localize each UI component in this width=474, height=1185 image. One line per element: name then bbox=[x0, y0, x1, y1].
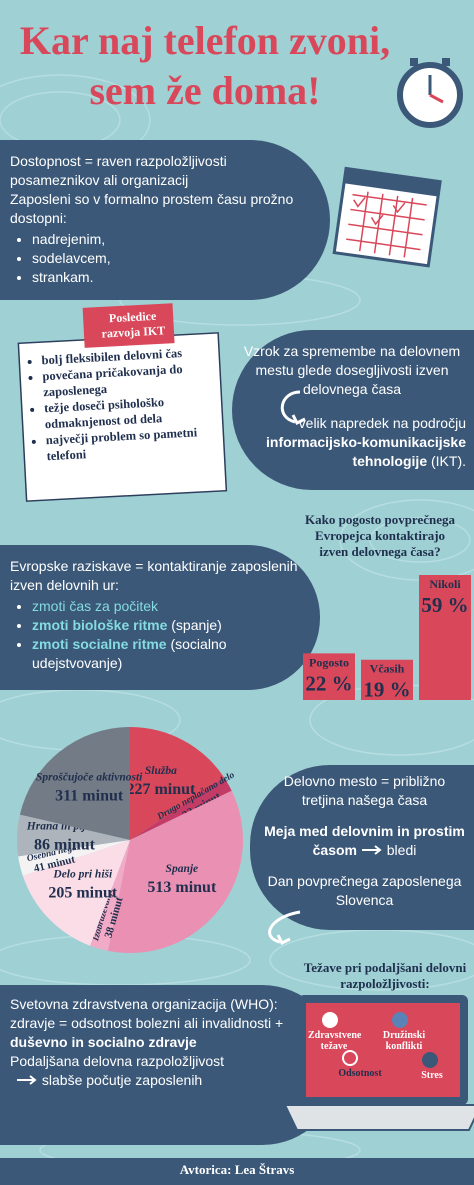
arrow bbox=[17, 1075, 37, 1085]
health-line: zdravje = odsotnost bolezni ali invalidn… bbox=[10, 1014, 310, 1052]
title: Kar naj telefon zvoni, sem že doma! bbox=[0, 16, 410, 116]
access-text: Dostopnost = raven razpoložljivosti posa… bbox=[10, 152, 300, 287]
ikt-list: bolj fleksibilen delovni čas povečana pr… bbox=[25, 343, 227, 465]
bullet: strankam. bbox=[32, 268, 300, 287]
arrow bbox=[361, 845, 382, 855]
calendar-icon bbox=[332, 166, 442, 268]
effect: slabše počutje zaposlenih bbox=[41, 1072, 203, 1088]
problem: Stres bbox=[421, 1070, 443, 1081]
bullet-note: (spanje) bbox=[171, 617, 222, 633]
problem: Družinski konflikti bbox=[382, 1030, 426, 1052]
ikt-title: Posledice razvoja IKT bbox=[101, 308, 166, 341]
bullet: zmoti čas za počitek bbox=[32, 597, 300, 616]
bullet-note: (socialno udejstvovanje) bbox=[32, 636, 227, 671]
title-line: sem že doma! bbox=[89, 68, 321, 113]
pie-category: Sproščujoče aktivnosti bbox=[36, 772, 143, 784]
result-bold: informacijsko-komunikacijske tehnologije bbox=[266, 434, 466, 469]
bar-category: Pogosto bbox=[309, 655, 349, 669]
clock-icon bbox=[397, 58, 463, 128]
survey-text: Evropske raziskave = kontaktiranje zapos… bbox=[10, 557, 300, 673]
bullet-text: zmoti čas za počitek bbox=[32, 598, 159, 614]
problem: Zdravstvene težave bbox=[308, 1030, 362, 1052]
cause-text: Vzrok za spremembe na delovnem mestu gle… bbox=[243, 343, 461, 397]
health: zdravje = odsotnost bolezni ali invalidn… bbox=[10, 1015, 284, 1031]
pie-slice bbox=[130, 777, 232, 840]
pie-value: 513 minut bbox=[147, 879, 217, 896]
pie-value: 227 minut bbox=[126, 781, 196, 798]
pie-slice bbox=[22, 840, 130, 946]
laptop-icon bbox=[283, 995, 474, 1131]
intro: Evropske raziskave = kontaktiranje zapos… bbox=[10, 558, 298, 593]
work-share: Delovno mesto = približno tretjina našeg… bbox=[283, 773, 446, 808]
bullet-list: nadrejenim, sodelavcem, strankam. bbox=[10, 230, 300, 287]
pie-value: 205 minut bbox=[48, 884, 118, 901]
bullet-text: zmoti socialne ritme bbox=[32, 636, 167, 652]
pie-label: Služba 227 minut bbox=[126, 765, 196, 798]
pie-slice bbox=[18, 840, 130, 876]
result-text: velik napredek na področju bbox=[298, 415, 466, 431]
pie-category: Služba bbox=[145, 765, 177, 777]
work-day: Dan povprečnega zaposlenega Slovenca bbox=[267, 873, 462, 908]
effect-line: slabše počutje zaposlenih bbox=[10, 1071, 310, 1090]
bar bbox=[303, 653, 355, 700]
result-text: (IKT). bbox=[431, 453, 466, 469]
extended: Podaljšana delovna razpoložljivost bbox=[10, 1053, 225, 1069]
pie-label: Delo pri hiši 205 minut bbox=[48, 868, 118, 901]
bar-chart-title: Kako pogosto povprečnega Evropejca konta… bbox=[305, 512, 455, 559]
bar-value: 22 % bbox=[305, 671, 352, 695]
pie-value: 311 minut bbox=[55, 788, 124, 805]
who-name: Svetovna zdravstvena organizacija (WHO): bbox=[10, 996, 278, 1012]
ikt-note bbox=[17, 303, 228, 502]
intro: Zaposleni so v formalno prostem času pro… bbox=[10, 191, 294, 226]
pie-label: Spanje 513 minut bbox=[147, 863, 217, 896]
bullet: zmoti biološke ritme (spanje) bbox=[32, 616, 300, 635]
panels bbox=[0, 140, 474, 1185]
bar bbox=[419, 575, 471, 700]
cause-result: velik napredek na področju informacijsko… bbox=[240, 414, 466, 471]
bar bbox=[361, 659, 413, 700]
problems-title: Težave pri podaljšani delovni razpoložlj… bbox=[303, 960, 467, 991]
pie-category: Delo pri hiši bbox=[52, 868, 113, 880]
author: Avtorica: Lea Štravs bbox=[179, 1162, 295, 1177]
pie-slice bbox=[16, 814, 130, 857]
work-text: Delovno mesto = približno tretjina našeg… bbox=[262, 772, 467, 910]
pie-slice bbox=[90, 840, 130, 951]
bullet-list: zmoti čas za počitek zmoti biološke ritm… bbox=[10, 597, 300, 673]
title-line: Kar naj telefon zvoni, bbox=[19, 18, 391, 63]
boundary: Meja med delovnim in prostim časom bbox=[264, 823, 465, 858]
boundary-line: Meja med delovnim in prostim časom bledi bbox=[262, 822, 467, 860]
bullet-text: zmoti biološke ritme bbox=[32, 617, 168, 633]
pie-category: Spanje bbox=[166, 863, 199, 875]
bullet: nadrejenim, bbox=[32, 230, 300, 249]
bar-value: 59 % bbox=[421, 593, 468, 617]
bullet: zmoti socialne ritme (socialno udejstvov… bbox=[32, 635, 300, 673]
pie-slice bbox=[19, 727, 131, 840]
bar-category: Nikoli bbox=[429, 577, 461, 591]
pie-value: 86 minut bbox=[34, 836, 96, 853]
who-text: Svetovna zdravstvena organizacija (WHO):… bbox=[10, 995, 310, 1090]
bar-value: 19 % bbox=[363, 678, 410, 702]
curved-arrow bbox=[268, 910, 301, 946]
definition: Dostopnost = raven razpoložljivosti posa… bbox=[10, 153, 227, 188]
problem: Odsotnost bbox=[338, 1068, 382, 1079]
health-bold: duševno in socialno zdravje bbox=[10, 1034, 197, 1050]
pie-slice bbox=[107, 790, 243, 953]
curved-arrow bbox=[280, 390, 306, 426]
fades: bledi bbox=[386, 842, 417, 858]
pie-label: Sproščujoče aktivnosti 311 minut bbox=[36, 772, 143, 805]
pie-slice bbox=[130, 727, 224, 840]
bullet: sodelavcem, bbox=[32, 249, 300, 268]
bar-category: Včasih bbox=[370, 662, 405, 676]
